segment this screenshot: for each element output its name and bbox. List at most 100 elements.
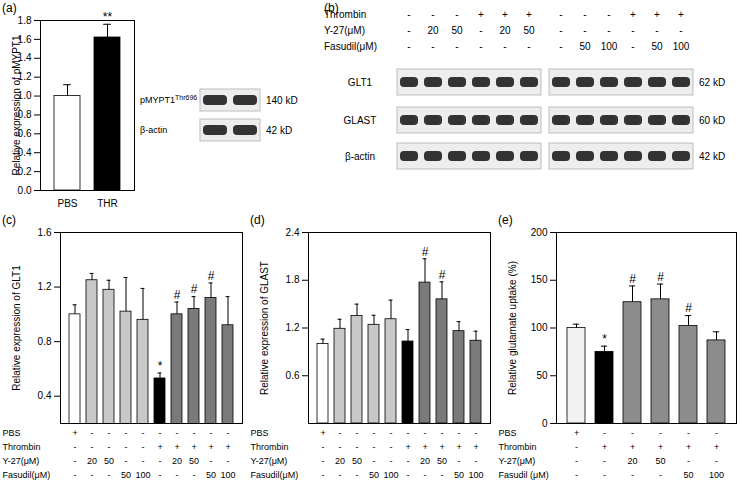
svg-text:+: +	[456, 442, 461, 452]
svg-text:-: -	[159, 428, 162, 438]
svg-text:-: -	[91, 442, 94, 452]
svg-text:-: -	[424, 428, 427, 438]
svg-text:-: -	[559, 25, 562, 36]
svg-text:-: -	[407, 9, 410, 20]
svg-text:-: -	[659, 470, 662, 480]
svg-text:100: 100	[531, 322, 548, 333]
svg-text:-: -	[431, 9, 434, 20]
svg-text:-: -	[142, 456, 145, 466]
svg-text:-: -	[715, 428, 718, 438]
svg-text:β-actin: β-actin	[140, 125, 167, 135]
svg-text:PBS: PBS	[499, 428, 517, 438]
svg-text:-: -	[407, 470, 410, 480]
svg-text:+: +	[174, 442, 179, 452]
svg-text:-: -	[125, 428, 128, 438]
svg-text:-: -	[176, 470, 179, 480]
svg-text:50: 50	[369, 470, 379, 480]
svg-text:-: -	[607, 9, 610, 20]
svg-text:Y-27(μM): Y-27(μM)	[3, 456, 40, 466]
svg-text:50: 50	[536, 370, 548, 381]
svg-text:140 kD: 140 kD	[266, 95, 298, 106]
svg-text:50: 50	[651, 41, 663, 52]
svg-text:1.8: 1.8	[18, 15, 32, 26]
svg-text:-: -	[339, 470, 342, 480]
svg-text:100: 100	[220, 470, 235, 480]
svg-text:-: -	[575, 456, 578, 466]
svg-text:-: -	[407, 428, 410, 438]
svg-text:-: -	[74, 456, 77, 466]
svg-text:1.6: 1.6	[38, 227, 52, 238]
svg-text:+: +	[630, 442, 635, 452]
svg-text:-: -	[679, 25, 682, 36]
svg-text:β-actin: β-actin	[345, 151, 375, 162]
svg-text:-: -	[91, 428, 94, 438]
svg-text:-: -	[108, 442, 111, 452]
svg-text:50: 50	[206, 470, 216, 480]
svg-text:Thrombin: Thrombin	[499, 442, 537, 452]
svg-text:-: -	[687, 456, 690, 466]
svg-text:150: 150	[531, 274, 548, 285]
svg-text:-: -	[339, 428, 342, 438]
svg-text:-: -	[455, 9, 458, 20]
svg-text:50: 50	[451, 25, 463, 36]
svg-text:50: 50	[189, 456, 199, 466]
svg-text:-: -	[142, 428, 145, 438]
svg-text:THR: THR	[97, 198, 118, 209]
svg-text:60 kD: 60 kD	[699, 115, 725, 126]
svg-text:0.0: 0.0	[18, 185, 32, 196]
svg-text:+: +	[225, 442, 230, 452]
svg-text:-: -	[373, 428, 376, 438]
svg-text:-: -	[108, 470, 111, 480]
svg-text:1.2: 1.2	[286, 322, 300, 333]
svg-text:50: 50	[121, 470, 131, 480]
svg-text:#: #	[685, 301, 692, 315]
svg-text:42 kD: 42 kD	[266, 125, 292, 136]
svg-text:-: -	[603, 428, 606, 438]
svg-text:-: -	[74, 470, 77, 480]
svg-text:+: +	[320, 428, 325, 438]
svg-text:-: -	[227, 456, 230, 466]
svg-text:-: -	[176, 428, 179, 438]
svg-text:-: -	[407, 25, 410, 36]
svg-text:+: +	[602, 442, 607, 452]
svg-text:#: #	[174, 288, 181, 302]
svg-text:PBS: PBS	[251, 428, 269, 438]
svg-text:+: +	[191, 442, 196, 452]
svg-text:20: 20	[420, 456, 430, 466]
svg-text:-: -	[475, 456, 478, 466]
svg-text:-: -	[159, 470, 162, 480]
svg-text:20: 20	[87, 456, 97, 466]
svg-text:+: +	[473, 442, 478, 452]
svg-text:-: -	[687, 428, 690, 438]
svg-text:-: -	[356, 442, 359, 452]
svg-text:-: -	[575, 442, 578, 452]
svg-text:PBS: PBS	[57, 198, 77, 209]
svg-text:100: 100	[709, 470, 724, 480]
svg-text:20: 20	[499, 25, 511, 36]
svg-text:Fasudil (μM): Fasudil (μM)	[499, 470, 549, 480]
svg-text:20: 20	[172, 456, 182, 466]
svg-text:GLT1: GLT1	[348, 77, 373, 88]
svg-text:100: 100	[673, 41, 690, 52]
svg-text:**: **	[103, 10, 113, 24]
svg-text:2.4: 2.4	[286, 227, 300, 238]
svg-text:-: -	[356, 470, 359, 480]
svg-text:#: #	[657, 270, 664, 284]
svg-text:#: #	[422, 245, 429, 259]
svg-text:-: -	[527, 41, 530, 52]
svg-text:100: 100	[468, 470, 483, 480]
svg-text:1.2: 1.2	[38, 281, 52, 292]
svg-text:*: *	[158, 359, 163, 373]
svg-text:-: -	[583, 9, 586, 20]
svg-text:+: +	[574, 428, 579, 438]
svg-text:-: -	[227, 428, 230, 438]
svg-text:-: -	[559, 41, 562, 52]
svg-text:20: 20	[627, 456, 637, 466]
svg-text:-: -	[603, 456, 606, 466]
svg-text:*: *	[602, 332, 607, 346]
svg-text:50: 50	[437, 456, 447, 466]
svg-text:-: -	[455, 41, 458, 52]
svg-text:-: -	[322, 442, 325, 452]
svg-text:62 kD: 62 kD	[699, 77, 725, 88]
svg-text:-: -	[631, 41, 634, 52]
